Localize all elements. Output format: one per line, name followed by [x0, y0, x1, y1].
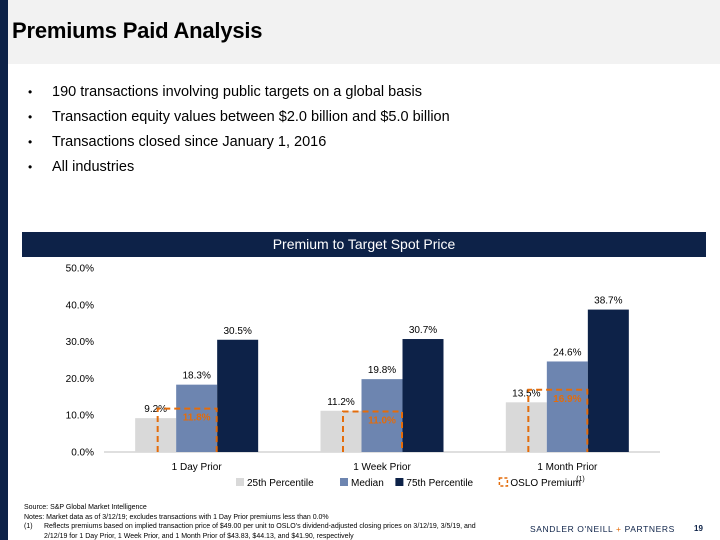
- legend-entry: Median: [351, 478, 384, 489]
- footnote: (1) Reflects premiums based on implied t…: [24, 522, 476, 532]
- bar-75th-percentile: [402, 339, 444, 452]
- premium-bar-chart: 0.0% 10.0% 20.0% 30.0% 40.0% 50.0% 9.2% 18.3% 30…: [66, 264, 660, 489]
- left-accent-bar: [0, 0, 8, 540]
- bar-25th-percentile: [135, 418, 177, 452]
- bar-data-label: 9.2%: [144, 404, 167, 415]
- bar-data-label: 30.5%: [223, 326, 251, 337]
- legend-swatch-oslo: [498, 477, 509, 487]
- oslo-data-label: 11.0%: [368, 416, 396, 427]
- page-title: Premiums Paid Analysis: [12, 18, 263, 43]
- bar-data-label: 24.6%: [553, 347, 581, 358]
- bar-25th-percentile: [505, 402, 547, 452]
- y-tick-label: 30.0%: [66, 337, 94, 348]
- legend-swatch: [395, 478, 404, 486]
- bullet-list: • 190 transactions involving public targe…: [28, 84, 450, 184]
- y-tick-label: 50.0%: [66, 264, 94, 275]
- y-tick-label: 0.0%: [71, 448, 94, 459]
- notes-line: Notes: Market data as of 3/12/19; exclud…: [24, 513, 329, 521]
- legend-entry: 25th Percentile: [247, 478, 314, 489]
- bar-75th-percentile: [217, 339, 259, 452]
- source-notes: Source: S&P Global Market Intelligence N…: [24, 503, 476, 540]
- bullet-text: Transaction equity values between $2.0 b…: [52, 109, 450, 125]
- chart-title-banner: Premium to Target Spot Price: [22, 232, 706, 257]
- y-tick-label: 20.0%: [66, 374, 94, 385]
- y-tick-label: 40.0%: [66, 300, 94, 311]
- x-tick-label: 1 Month Prior: [537, 462, 598, 473]
- bullet-glyph: •: [28, 160, 33, 174]
- oslo-data-label: 11.8%: [183, 413, 211, 424]
- bullet-item: • 190 transactions involving public targe…: [28, 84, 450, 109]
- title-band: [8, 0, 720, 64]
- bullet-text: 190 transactions involving public target…: [52, 84, 422, 100]
- bullet-item: • All industries: [28, 159, 450, 184]
- bar-data-label: 38.7%: [594, 296, 622, 307]
- bar-median: [361, 379, 403, 452]
- brand-plus: +: [616, 524, 622, 534]
- oslo-premium-marker: [342, 410, 403, 452]
- bullet-glyph: •: [28, 135, 33, 149]
- oslo-premium-marker: [527, 388, 589, 452]
- footnote-text-1: Reflects premiums based on implied trans…: [44, 523, 476, 531]
- legend-entry: 75th Percentile: [406, 478, 473, 489]
- oslo-data-label: 16.9%: [553, 394, 581, 405]
- footnote-mark: (1): [24, 523, 33, 531]
- legend-superscript: (1): [576, 476, 585, 483]
- page-number: 19: [694, 524, 703, 533]
- bar-data-label: 11.2%: [327, 397, 355, 408]
- x-tick-label: 1 Week Prior: [353, 462, 411, 473]
- bar-data-label: 19.8%: [368, 365, 396, 376]
- x-tick-label: 1 Day Prior: [172, 462, 223, 473]
- legend-swatch: [236, 478, 244, 486]
- legend-entry-oslo: OSLO Premium: [510, 478, 581, 489]
- bar-data-label: 30.7%: [409, 325, 437, 336]
- footnote-text-2: 2/12/19 for 1 Day Prior, 1 Week Prior, a…: [44, 532, 354, 540]
- bar-25th-percentile: [320, 410, 362, 452]
- bullet-item: • Transaction equity values between $2.0 …: [28, 109, 450, 134]
- bar-data-label: 13.5%: [512, 388, 540, 399]
- legend-swatch: [340, 478, 348, 486]
- oslo-premium-marker: [156, 407, 218, 452]
- brand-logo: SANDLER O'NEILL + PARTNERS: [530, 524, 675, 534]
- bullet-glyph: •: [28, 85, 33, 99]
- bullet-glyph: •: [28, 110, 33, 124]
- bullet-text: All industries: [52, 159, 135, 175]
- y-tick-label: 10.0%: [66, 411, 94, 422]
- bar-data-label: 18.3%: [182, 371, 210, 382]
- bar-median: [176, 384, 218, 452]
- bar-75th-percentile: [587, 309, 629, 452]
- bullet-item: • Transactions closed since January 1, 20…: [28, 134, 450, 159]
- source-line: Source: S&P Global Market Intelligence: [24, 504, 147, 511]
- brand-left: SANDLER O'NEILL: [530, 524, 614, 534]
- brand-right: PARTNERS: [624, 524, 675, 534]
- bullet-text: Transactions closed since January 1, 201…: [52, 134, 327, 150]
- bar-median: [546, 361, 588, 452]
- footnote-cont: 2/12/19 for 1 Day Prior, 1 Week Prior, a…: [24, 532, 476, 540]
